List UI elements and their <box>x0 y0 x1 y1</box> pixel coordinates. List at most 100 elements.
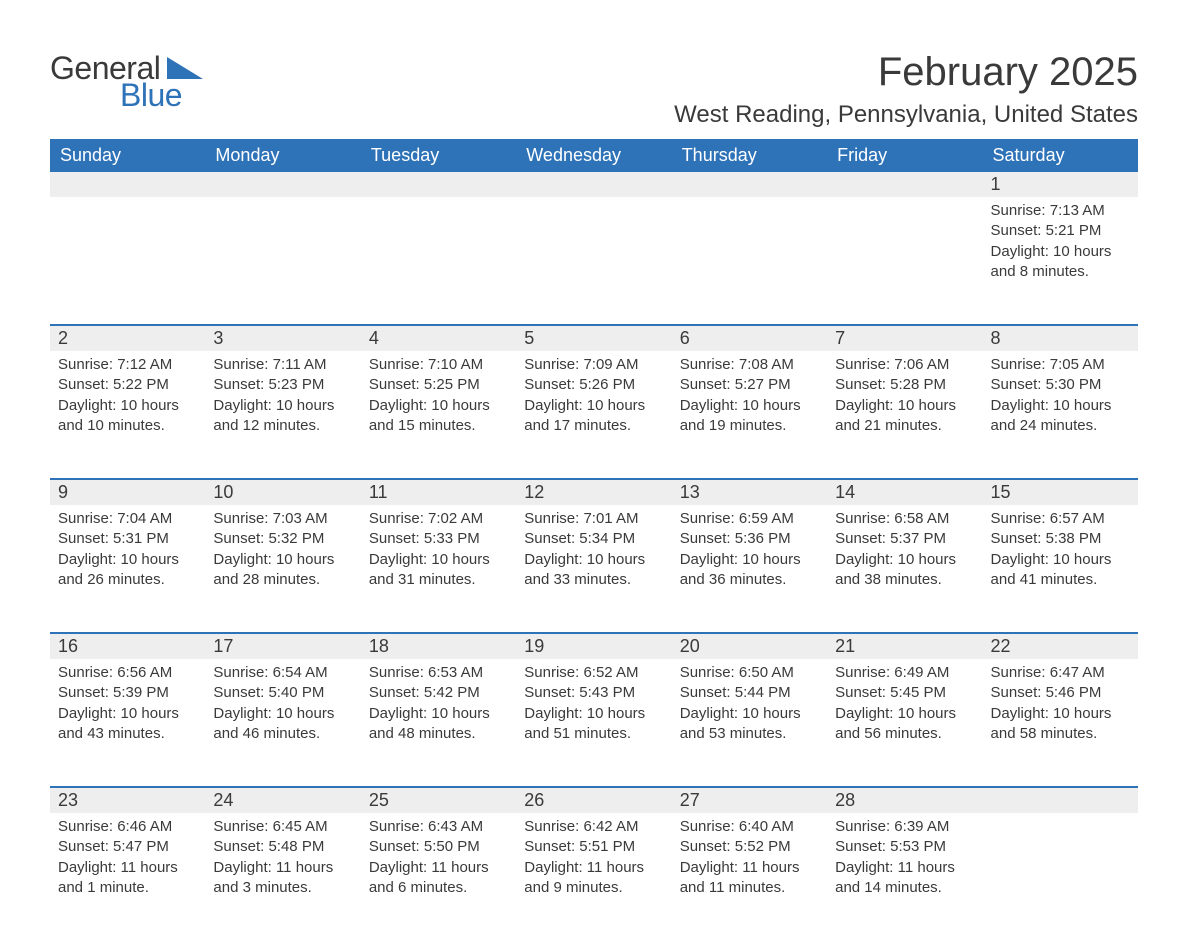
day-content: Sunrise: 6:43 AMSunset: 5:50 PMDaylight:… <box>361 813 516 912</box>
day-content: Sunrise: 6:45 AMSunset: 5:48 PMDaylight:… <box>205 813 360 912</box>
daylight-text: Daylight: 10 hours and 56 minutes. <box>835 704 974 745</box>
day-number: 25 <box>361 787 516 813</box>
sunrise-text: Sunrise: 6:58 AM <box>835 509 974 529</box>
sunrise-text: Sunrise: 7:01 AM <box>524 509 663 529</box>
day-number: 19 <box>516 633 671 659</box>
daylight-text: Daylight: 10 hours and 58 minutes. <box>991 704 1130 745</box>
daylight-text: Daylight: 10 hours and 24 minutes. <box>991 396 1130 437</box>
day-content: Sunrise: 6:59 AMSunset: 5:36 PMDaylight:… <box>672 505 827 604</box>
day-number: 11 <box>361 479 516 505</box>
day-cell: Sunrise: 6:46 AMSunset: 5:47 PMDaylight:… <box>50 813 205 941</box>
day-content: Sunrise: 6:53 AMSunset: 5:42 PMDaylight:… <box>361 659 516 758</box>
title-block: February 2025 West Reading, Pennsylvania… <box>674 50 1138 129</box>
day-number: 10 <box>205 479 360 505</box>
day-number: 24 <box>205 787 360 813</box>
sunrise-text: Sunrise: 6:57 AM <box>991 509 1130 529</box>
day-number: 5 <box>516 325 671 351</box>
day-cell: Sunrise: 6:57 AMSunset: 5:38 PMDaylight:… <box>983 505 1138 633</box>
daylight-text: Daylight: 10 hours and 21 minutes. <box>835 396 974 437</box>
day-number <box>50 172 205 197</box>
day-content: Sunrise: 7:13 AMSunset: 5:21 PMDaylight:… <box>983 197 1138 296</box>
day-cell <box>672 197 827 325</box>
day-content: Sunrise: 6:40 AMSunset: 5:52 PMDaylight:… <box>672 813 827 912</box>
daylight-text: Daylight: 10 hours and 28 minutes. <box>213 550 352 591</box>
calendar-table: SundayMondayTuesdayWednesdayThursdayFrid… <box>50 139 1138 941</box>
sunset-text: Sunset: 5:33 PM <box>369 529 508 549</box>
sunrise-text: Sunrise: 6:52 AM <box>524 663 663 683</box>
sunrise-text: Sunrise: 7:11 AM <box>213 355 352 375</box>
week-content-row: Sunrise: 6:56 AMSunset: 5:39 PMDaylight:… <box>50 659 1138 787</box>
day-number: 18 <box>361 633 516 659</box>
day-number: 15 <box>983 479 1138 505</box>
sunrise-text: Sunrise: 6:54 AM <box>213 663 352 683</box>
sunset-text: Sunset: 5:23 PM <box>213 375 352 395</box>
day-cell: Sunrise: 6:39 AMSunset: 5:53 PMDaylight:… <box>827 813 982 941</box>
day-number <box>205 172 360 197</box>
day-number: 17 <box>205 633 360 659</box>
day-cell: Sunrise: 6:49 AMSunset: 5:45 PMDaylight:… <box>827 659 982 787</box>
day-cell: Sunrise: 7:10 AMSunset: 5:25 PMDaylight:… <box>361 351 516 479</box>
sunrise-text: Sunrise: 6:40 AM <box>680 817 819 837</box>
sunrise-text: Sunrise: 7:09 AM <box>524 355 663 375</box>
day-cell: Sunrise: 6:45 AMSunset: 5:48 PMDaylight:… <box>205 813 360 941</box>
day-content: Sunrise: 7:04 AMSunset: 5:31 PMDaylight:… <box>50 505 205 604</box>
day-cell: Sunrise: 7:06 AMSunset: 5:28 PMDaylight:… <box>827 351 982 479</box>
day-number: 20 <box>672 633 827 659</box>
day-cell: Sunrise: 6:58 AMSunset: 5:37 PMDaylight:… <box>827 505 982 633</box>
daylight-text: Daylight: 11 hours and 9 minutes. <box>524 858 663 899</box>
daylight-text: Daylight: 11 hours and 6 minutes. <box>369 858 508 899</box>
daylight-text: Daylight: 10 hours and 38 minutes. <box>835 550 974 591</box>
daylight-text: Daylight: 10 hours and 8 minutes. <box>991 242 1130 283</box>
day-number: 14 <box>827 479 982 505</box>
day-content: Sunrise: 7:06 AMSunset: 5:28 PMDaylight:… <box>827 351 982 450</box>
sunset-text: Sunset: 5:27 PM <box>680 375 819 395</box>
daylight-text: Daylight: 11 hours and 14 minutes. <box>835 858 974 899</box>
day-content: Sunrise: 7:09 AMSunset: 5:26 PMDaylight:… <box>516 351 671 450</box>
sunrise-text: Sunrise: 6:46 AM <box>58 817 197 837</box>
sunset-text: Sunset: 5:46 PM <box>991 683 1130 703</box>
sunset-text: Sunset: 5:45 PM <box>835 683 974 703</box>
week-daynum-row: 9101112131415 <box>50 479 1138 505</box>
sunset-text: Sunset: 5:36 PM <box>680 529 819 549</box>
sunset-text: Sunset: 5:21 PM <box>991 221 1130 241</box>
day-cell: Sunrise: 7:12 AMSunset: 5:22 PMDaylight:… <box>50 351 205 479</box>
daylight-text: Daylight: 11 hours and 3 minutes. <box>213 858 352 899</box>
day-number: 12 <box>516 479 671 505</box>
day-cell: Sunrise: 7:03 AMSunset: 5:32 PMDaylight:… <box>205 505 360 633</box>
day-cell: Sunrise: 6:56 AMSunset: 5:39 PMDaylight:… <box>50 659 205 787</box>
day-content: Sunrise: 6:57 AMSunset: 5:38 PMDaylight:… <box>983 505 1138 604</box>
sunset-text: Sunset: 5:43 PM <box>524 683 663 703</box>
day-number: 22 <box>983 633 1138 659</box>
sunrise-text: Sunrise: 6:47 AM <box>991 663 1130 683</box>
sunset-text: Sunset: 5:40 PM <box>213 683 352 703</box>
sunrise-text: Sunrise: 6:49 AM <box>835 663 974 683</box>
day-number: 9 <box>50 479 205 505</box>
day-cell: Sunrise: 6:59 AMSunset: 5:36 PMDaylight:… <box>672 505 827 633</box>
sunset-text: Sunset: 5:42 PM <box>369 683 508 703</box>
day-content: Sunrise: 7:08 AMSunset: 5:27 PMDaylight:… <box>672 351 827 450</box>
day-number <box>516 172 671 197</box>
day-content: Sunrise: 7:12 AMSunset: 5:22 PMDaylight:… <box>50 351 205 450</box>
day-header: Saturday <box>983 139 1138 172</box>
day-content: Sunrise: 6:56 AMSunset: 5:39 PMDaylight:… <box>50 659 205 758</box>
day-header: Monday <box>205 139 360 172</box>
daylight-text: Daylight: 10 hours and 19 minutes. <box>680 396 819 437</box>
day-cell: Sunrise: 7:05 AMSunset: 5:30 PMDaylight:… <box>983 351 1138 479</box>
sunrise-text: Sunrise: 6:42 AM <box>524 817 663 837</box>
day-cell <box>516 197 671 325</box>
daylight-text: Daylight: 10 hours and 12 minutes. <box>213 396 352 437</box>
sunrise-text: Sunrise: 7:03 AM <box>213 509 352 529</box>
day-content: Sunrise: 7:11 AMSunset: 5:23 PMDaylight:… <box>205 351 360 450</box>
day-cell: Sunrise: 7:01 AMSunset: 5:34 PMDaylight:… <box>516 505 671 633</box>
week-content-row: Sunrise: 7:04 AMSunset: 5:31 PMDaylight:… <box>50 505 1138 633</box>
day-content: Sunrise: 6:49 AMSunset: 5:45 PMDaylight:… <box>827 659 982 758</box>
day-content: Sunrise: 6:52 AMSunset: 5:43 PMDaylight:… <box>516 659 671 758</box>
daylight-text: Daylight: 11 hours and 1 minute. <box>58 858 197 899</box>
sunset-text: Sunset: 5:51 PM <box>524 837 663 857</box>
day-content: Sunrise: 6:42 AMSunset: 5:51 PMDaylight:… <box>516 813 671 912</box>
day-content: Sunrise: 7:02 AMSunset: 5:33 PMDaylight:… <box>361 505 516 604</box>
daylight-text: Daylight: 10 hours and 53 minutes. <box>680 704 819 745</box>
header: General Blue February 2025 West Reading,… <box>50 50 1138 129</box>
daylight-text: Daylight: 10 hours and 36 minutes. <box>680 550 819 591</box>
week-daynum-row: 232425262728 <box>50 787 1138 813</box>
